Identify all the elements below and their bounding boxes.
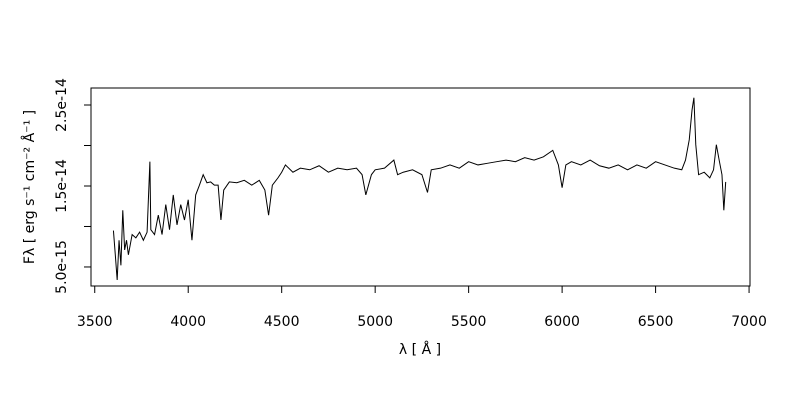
y-axis-label: Fλ [ erg s⁻¹ cm⁻² Å⁻¹ ] [21,110,38,264]
x-tick-label: 5000 [357,314,393,330]
spectrum-line [112,97,727,280]
y-tick-label: 1.5e-14 [54,159,70,213]
x-tick-label: 7000 [731,314,767,330]
x-tick-label: 4000 [170,314,206,330]
y-tick-label: 5.0e-15 [54,240,70,294]
x-tick-label: 6000 [544,314,580,330]
x-tick-label: 5500 [451,314,487,330]
x-tick-label: 6500 [638,314,674,330]
x-tick-label: 4500 [264,314,300,330]
x-tick-label: 3500 [77,314,113,330]
y-tick-label: 2.5e-14 [54,78,70,132]
plot-frame [90,87,751,287]
x-axis-label: λ [ Å ] [399,341,441,358]
